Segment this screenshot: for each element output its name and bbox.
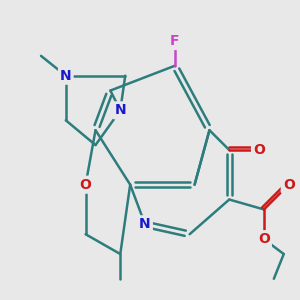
- Text: F: F: [170, 34, 179, 48]
- Text: O: O: [283, 178, 295, 192]
- Text: N: N: [115, 103, 126, 117]
- Text: N: N: [139, 217, 151, 231]
- Text: O: O: [80, 178, 92, 192]
- Text: N: N: [60, 69, 72, 83]
- Text: O: O: [253, 143, 265, 157]
- Text: O: O: [258, 232, 270, 246]
